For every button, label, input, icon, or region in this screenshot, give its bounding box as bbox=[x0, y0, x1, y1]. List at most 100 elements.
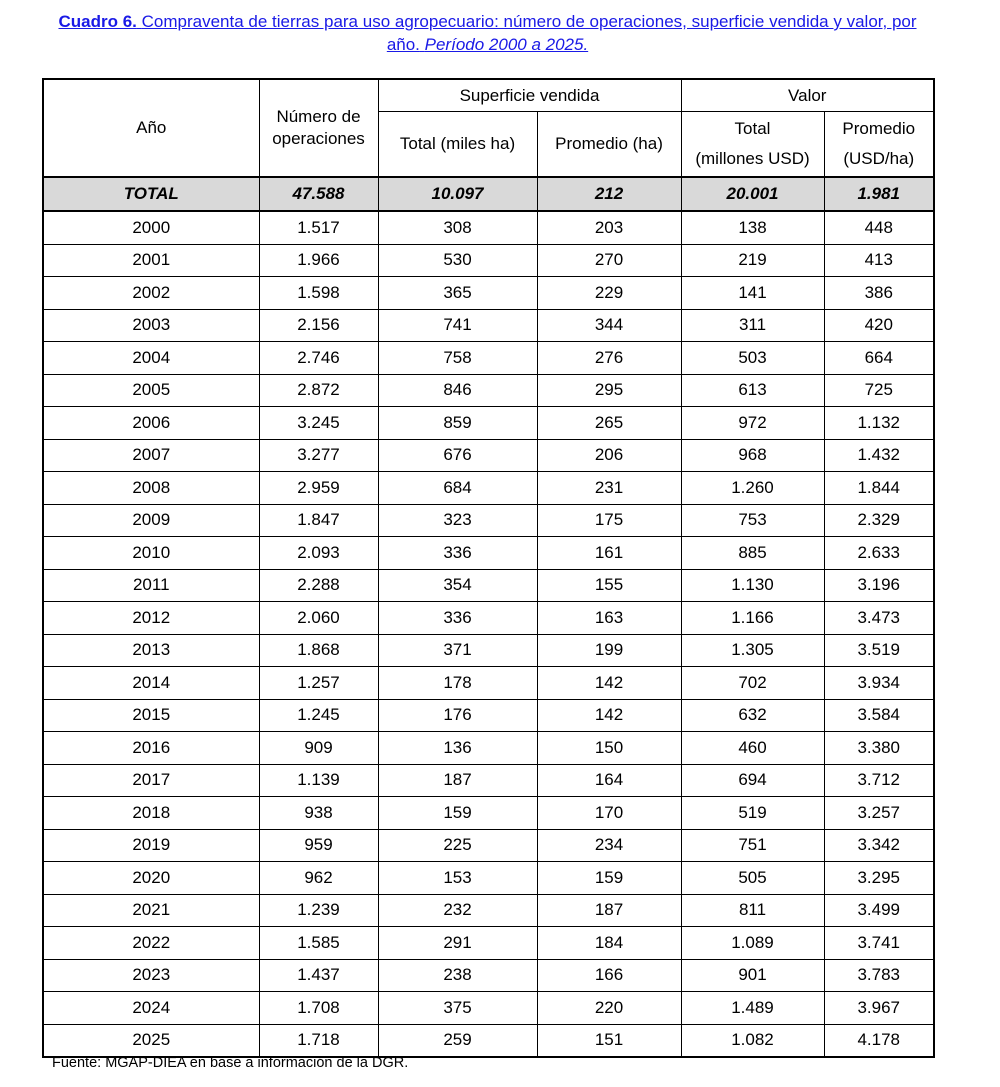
cell: 187 bbox=[536, 893, 682, 927]
cell: 758 bbox=[377, 341, 538, 375]
cell: 962 bbox=[258, 861, 379, 895]
cell: 530 bbox=[377, 243, 538, 277]
cell: 2.746 bbox=[258, 341, 379, 375]
cell: 3.277 bbox=[258, 438, 379, 472]
cell: 150 bbox=[536, 731, 682, 765]
cell: 938 bbox=[258, 796, 379, 830]
cell: 2001 bbox=[42, 243, 260, 277]
cell: 1.166 bbox=[680, 601, 825, 635]
cell: 291 bbox=[377, 926, 538, 960]
cell: 2.060 bbox=[258, 601, 379, 635]
cell: 3.380 bbox=[823, 731, 935, 765]
cell: 1.089 bbox=[680, 926, 825, 960]
cell: 505 bbox=[680, 861, 825, 895]
cell: 1.966 bbox=[258, 243, 379, 277]
cell: 336 bbox=[377, 601, 538, 635]
cell: 909 bbox=[258, 731, 379, 765]
cell: 3.342 bbox=[823, 828, 935, 862]
cell: 2.288 bbox=[258, 568, 379, 602]
cell: 220 bbox=[536, 991, 682, 1025]
data-row: 2014 1.257 178 142 702 3.934 bbox=[42, 666, 935, 700]
cell: 161 bbox=[536, 536, 682, 570]
cell: 178 bbox=[377, 666, 538, 700]
cell: 10.097 bbox=[377, 176, 538, 212]
cell: 959 bbox=[258, 828, 379, 862]
cell: 2019 bbox=[42, 828, 260, 862]
cell: 163 bbox=[536, 601, 682, 635]
cell: 859 bbox=[377, 406, 538, 440]
cell: 3.783 bbox=[823, 958, 935, 992]
header-row: Total (miles ha) Promedio (ha) Total (mil… bbox=[43, 111, 935, 178]
cell: 1.489 bbox=[680, 991, 825, 1025]
header-row: Año Número de operaciones Superficie vend… bbox=[42, 78, 935, 178]
cell: 212 bbox=[536, 176, 682, 212]
cell: 1.847 bbox=[258, 503, 379, 537]
cell: 219 bbox=[680, 243, 825, 277]
cell: 295 bbox=[536, 373, 682, 407]
data-row: 2007 3.277 676 206 968 1.432 bbox=[42, 438, 935, 472]
cell: 1.305 bbox=[680, 633, 825, 667]
cell: 3.712 bbox=[823, 763, 935, 797]
data-row: 2001 1.966 530 270 219 413 bbox=[42, 243, 935, 277]
cell: 151 bbox=[536, 1023, 682, 1058]
cell: 2.872 bbox=[258, 373, 379, 407]
cell: 3.295 bbox=[823, 861, 935, 895]
data-row: 2003 2.156 741 344 311 420 bbox=[42, 308, 935, 342]
cell: 2014 bbox=[42, 666, 260, 700]
cell: 1.718 bbox=[258, 1023, 379, 1058]
cell: 2015 bbox=[42, 698, 260, 732]
cell: 3.934 bbox=[823, 666, 935, 700]
data-row: 2010 2.093 336 161 885 2.633 bbox=[42, 536, 935, 570]
cell: TOTAL bbox=[42, 176, 260, 212]
cell: 751 bbox=[680, 828, 825, 862]
data-row: 2013 1.868 371 199 1.305 3.519 bbox=[42, 633, 935, 667]
cell: 232 bbox=[377, 893, 538, 927]
cell: 386 bbox=[823, 276, 935, 310]
cell: 2000 bbox=[42, 210, 260, 245]
cell: 142 bbox=[536, 698, 682, 732]
data-row: 2021 1.239 232 187 811 3.499 bbox=[42, 893, 935, 927]
cell: 2004 bbox=[42, 341, 260, 375]
cell: 3.473 bbox=[823, 601, 935, 635]
data-row: 2024 1.708 375 220 1.489 3.967 bbox=[42, 991, 935, 1025]
data-row: 2022 1.585 291 184 1.089 3.741 bbox=[42, 926, 935, 960]
cell: 702 bbox=[680, 666, 825, 700]
title-text: Compraventa de tierras para uso agropecu… bbox=[141, 12, 917, 54]
cell: 2.329 bbox=[823, 503, 935, 537]
data-row: 2006 3.245 859 265 972 1.132 bbox=[42, 406, 935, 440]
cell: 1.598 bbox=[258, 276, 379, 310]
cell: 20.001 bbox=[680, 176, 825, 212]
cell: 684 bbox=[377, 471, 538, 505]
data-row: 2004 2.746 758 276 503 664 bbox=[42, 341, 935, 375]
cell: 2025 bbox=[42, 1023, 260, 1058]
cell: 3.245 bbox=[258, 406, 379, 440]
cell: 1.868 bbox=[258, 633, 379, 667]
data-row: 2016 909 136 150 460 3.380 bbox=[42, 731, 935, 765]
cell: 3.584 bbox=[823, 698, 935, 732]
cell: 2003 bbox=[42, 308, 260, 342]
cell: 371 bbox=[377, 633, 538, 667]
cell: 741 bbox=[377, 308, 538, 342]
cell: 3.499 bbox=[823, 893, 935, 927]
cell: 155 bbox=[536, 568, 682, 602]
header-line: operaciones bbox=[272, 129, 365, 148]
cell: 175 bbox=[536, 503, 682, 537]
cell: 136 bbox=[377, 731, 538, 765]
cell: 1.981 bbox=[823, 176, 935, 212]
cell: 2024 bbox=[42, 991, 260, 1025]
cell: 2.959 bbox=[258, 471, 379, 505]
data-row: 2008 2.959 684 231 1.260 1.844 bbox=[42, 471, 935, 505]
cell: 694 bbox=[680, 763, 825, 797]
cell: 47.588 bbox=[258, 176, 379, 212]
cell: 336 bbox=[377, 536, 538, 570]
cell: 1.260 bbox=[680, 471, 825, 505]
cell: 2022 bbox=[42, 926, 260, 960]
data-row: 2025 1.718 259 151 1.082 4.178 bbox=[42, 1023, 935, 1058]
cell: 1.517 bbox=[258, 210, 379, 245]
header-cell: Número de operaciones bbox=[258, 78, 379, 178]
cell: 159 bbox=[536, 861, 682, 895]
cell: 308 bbox=[377, 210, 538, 245]
cell: 3.967 bbox=[823, 991, 935, 1025]
footer: Fuente: MGAP-DIEA en base a información … bbox=[52, 1055, 409, 1071]
cell: 811 bbox=[680, 893, 825, 927]
